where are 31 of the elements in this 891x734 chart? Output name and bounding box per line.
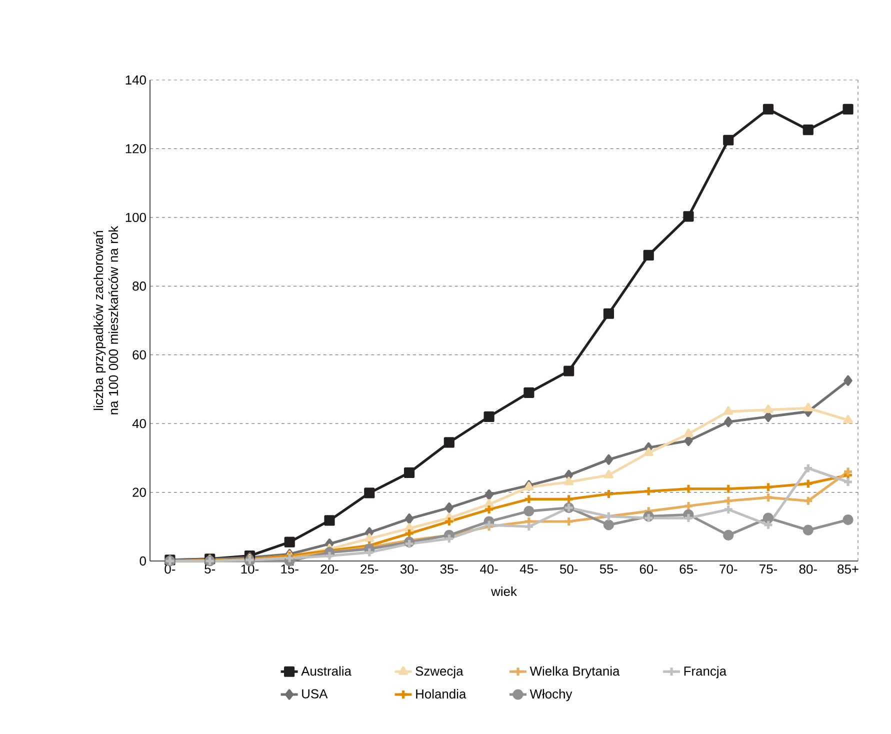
x-tick-label: 30-: [400, 564, 418, 574]
x-tick-label: 85+: [838, 564, 858, 574]
x-tick-label: 25-: [360, 564, 378, 574]
x-tick-label: 50-: [560, 564, 578, 574]
legend-label: Szwecja: [416, 666, 464, 678]
y-tick-label: 120: [126, 144, 146, 154]
legend-label: Francja: [684, 666, 727, 678]
legend-label: USA: [302, 689, 328, 698]
x-tick-label: 80-: [799, 564, 817, 574]
y-tick-label: 60: [132, 350, 146, 360]
x-tick-label: 70-: [720, 564, 738, 574]
x-tick-label: 75-: [760, 564, 778, 574]
x-tick-label: 65-: [680, 564, 698, 574]
x-tick-label: 45-: [520, 564, 538, 574]
legend-label: Australia: [301, 666, 352, 676]
legend-label: Wielka Brytania: [530, 666, 620, 678]
y-tick-label: 40: [132, 418, 146, 428]
x-tick-label: 20-: [320, 564, 338, 574]
x-tick-label: 40-: [480, 564, 498, 574]
y-axis-title: liczba przypadków zachorowań na 100 000 mieszkańców na rok: [93, 226, 118, 414]
x-tick-label: 60-: [640, 564, 658, 574]
x-axis-title: wiek: [491, 586, 517, 596]
y-tick-label: 80: [132, 282, 146, 291]
legend-label: Włochy: [530, 689, 572, 702]
x-tick-label: 35-: [440, 564, 458, 574]
y-tick-label: 140: [126, 75, 146, 85]
x-tick-label: 55-: [600, 564, 618, 574]
y-tick-label: 100: [126, 212, 146, 222]
y-tick-label: 20: [132, 488, 146, 497]
legend-label: Holandia: [416, 689, 466, 699]
y-tick-label: 0: [140, 556, 146, 566]
